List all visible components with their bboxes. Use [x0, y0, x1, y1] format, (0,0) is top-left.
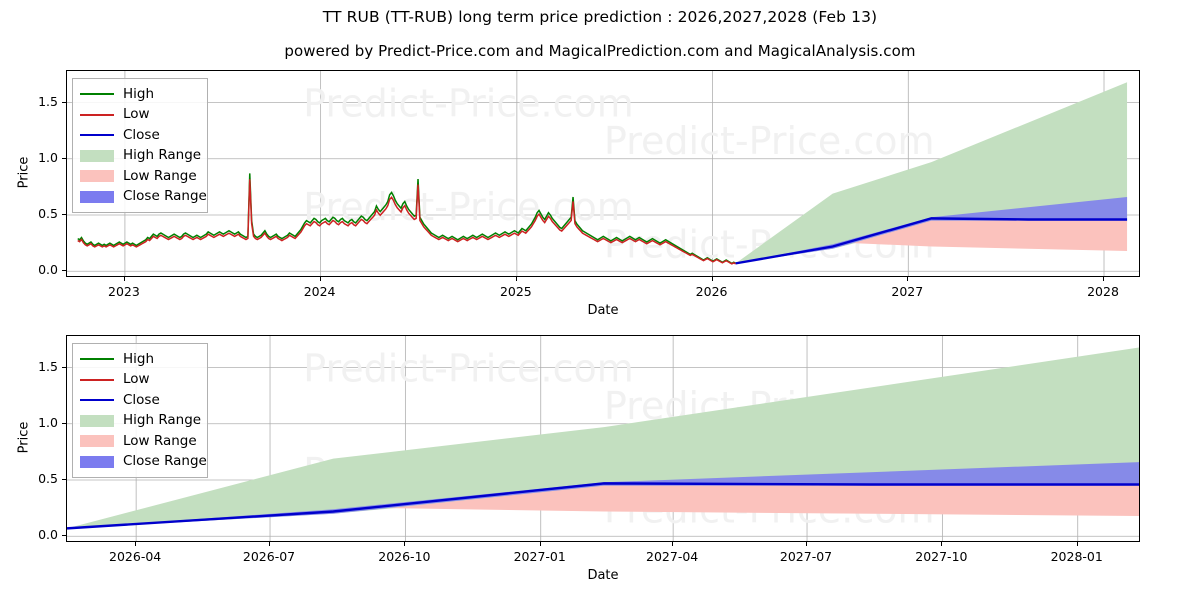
legend-label: Low: [123, 106, 150, 122]
top-chart-panel: Predict-Price.com Predict-Price.com Predic…: [66, 70, 1140, 277]
legend-label: Close Range: [123, 453, 207, 469]
top-x-axis-label: Date: [587, 303, 619, 318]
x-tick-mark: [711, 277, 713, 281]
svg-text:Predict-Price.com: Predict-Price.com: [303, 347, 634, 391]
svg-text:Predict-Price.com: Predict-Price.com: [303, 185, 634, 229]
x-tick-label: 2027-01: [513, 549, 566, 564]
x-tick-label: 2026: [695, 284, 728, 299]
y-tick-label: 1.5: [38, 93, 58, 109]
x-tick-label: 2025: [499, 284, 532, 299]
low-range-swatch-icon: [80, 170, 114, 183]
legend-label: Low Range: [123, 432, 197, 449]
top-plot-area: Predict-Price.com Predict-Price.com Predic…: [66, 70, 1140, 277]
bottom-chart-panel: Predict-Price.comPredict-Price.comPredic…: [66, 335, 1140, 542]
x-tick-label: 2027-07: [779, 549, 833, 564]
legend-label: High: [123, 350, 155, 367]
y-tick-mark: [62, 214, 66, 215]
close-range-swatch-icon: [80, 455, 114, 468]
y-tick-label: 1.0: [38, 149, 58, 165]
x-tick-label: 2027-10: [915, 549, 968, 564]
legend-label: Close Range: [123, 188, 207, 204]
x-tick-label: 2027: [891, 284, 924, 299]
close-swatch-icon: [80, 394, 114, 407]
y-tick-label: 0.5: [38, 206, 58, 221]
legend-item-low-range[interactable]: Low Range: [80, 166, 199, 187]
legend-item-high-range[interactable]: High Range: [80, 146, 202, 167]
legend-label: High Range: [123, 147, 202, 163]
y-tick-label: 0.0: [38, 262, 58, 278]
legend-label: Low: [123, 371, 150, 387]
x-tick-mark: [907, 277, 909, 281]
legend-label: Close: [123, 391, 160, 408]
x-tick-mark: [404, 542, 406, 546]
x-tick-mark: [515, 277, 517, 281]
page-title: TT RUB (TT-RUB) long term price predicti…: [322, 8, 878, 26]
x-tick-label: 2023: [108, 284, 140, 299]
x-tick-mark: [1076, 542, 1078, 546]
top-chart-legend: High Low Close High Range Low Range Close Ran…: [72, 78, 208, 213]
x-tick-label: 2026-07: [242, 549, 296, 564]
x-tick-mark: [319, 277, 321, 281]
x-tick-label: 2024: [303, 284, 336, 299]
x-tick-label: 2026-04: [109, 549, 162, 564]
x-tick-label: 2028-01: [1050, 549, 1103, 564]
legend-item-close-range[interactable]: Close Range: [80, 452, 207, 473]
high-range-swatch-icon: [80, 149, 114, 162]
x-tick-label: 2026-10: [378, 549, 431, 564]
legend-item-close[interactable]: Close: [80, 125, 199, 146]
legend-item-close[interactable]: Close: [80, 390, 199, 411]
x-tick-label: 2028: [1087, 284, 1119, 299]
low-swatch-icon: [80, 108, 114, 121]
legend-item-low[interactable]: Low: [80, 105, 199, 126]
low-swatch-icon: [80, 373, 114, 386]
high-swatch-icon: [80, 353, 114, 366]
low-range-swatch-icon: [80, 435, 114, 448]
legend-item-high[interactable]: High: [80, 84, 199, 105]
bottom-chart-legend: High Low Close High Range Low Range Close Ran…: [72, 343, 208, 478]
bottom-plot-area: Predict-Price.comPredict-Price.comPredic…: [66, 335, 1140, 542]
y-tick-mark: [62, 422, 66, 424]
y-tick-mark: [62, 366, 66, 368]
legend-item-low-range[interactable]: Low Range: [80, 431, 199, 452]
x-tick-mark: [269, 542, 271, 546]
x-tick-label: 2027-04: [646, 549, 699, 564]
close-range-swatch-icon: [80, 190, 114, 203]
y-tick-label: 0.5: [38, 471, 58, 486]
y-tick-label: 1.0: [38, 414, 58, 430]
high-range-swatch-icon: [80, 414, 114, 427]
x-tick-mark: [672, 542, 674, 546]
legend-label: High Range: [123, 412, 202, 428]
page-subtitle: powered by Predict-Price.com and Magical…: [284, 42, 916, 60]
high-swatch-icon: [80, 88, 114, 101]
legend-label: High: [123, 85, 155, 102]
bottom-x-axis-label: Date: [587, 568, 619, 583]
y-tick-mark: [62, 535, 66, 537]
legend-item-high-range[interactable]: High Range: [80, 411, 202, 432]
svg-text:Predict-Price.com: Predict-Price.com: [303, 82, 634, 126]
legend-item-high[interactable]: High: [80, 349, 199, 370]
x-tick-mark: [941, 542, 943, 546]
y-tick-label: 0.0: [38, 527, 58, 543]
legend-item-close-range[interactable]: Close Range: [80, 187, 207, 208]
y-tick-mark: [62, 157, 66, 159]
close-swatch-icon: [80, 129, 114, 142]
bottom-plot-svg: Predict-Price.comPredict-Price.comPredic…: [67, 336, 1139, 541]
y-tick-mark: [62, 101, 66, 103]
x-tick-mark: [135, 542, 137, 546]
legend-label: Low Range: [123, 167, 197, 184]
y-tick-mark: [62, 479, 66, 480]
legend-label: Close: [123, 126, 160, 143]
svg-text:Predict-Price.com: Predict-Price.com: [604, 119, 935, 163]
y-tick-mark: [62, 270, 66, 272]
x-tick-mark: [1103, 277, 1104, 281]
y-tick-label: 1.5: [38, 358, 58, 374]
legend-item-low[interactable]: Low: [80, 370, 199, 391]
x-tick-mark: [123, 277, 125, 281]
x-tick-mark: [539, 542, 541, 546]
top-plot-svg: Predict-Price.comPredict-Price.comPredic…: [67, 71, 1139, 276]
x-tick-mark: [806, 542, 808, 546]
